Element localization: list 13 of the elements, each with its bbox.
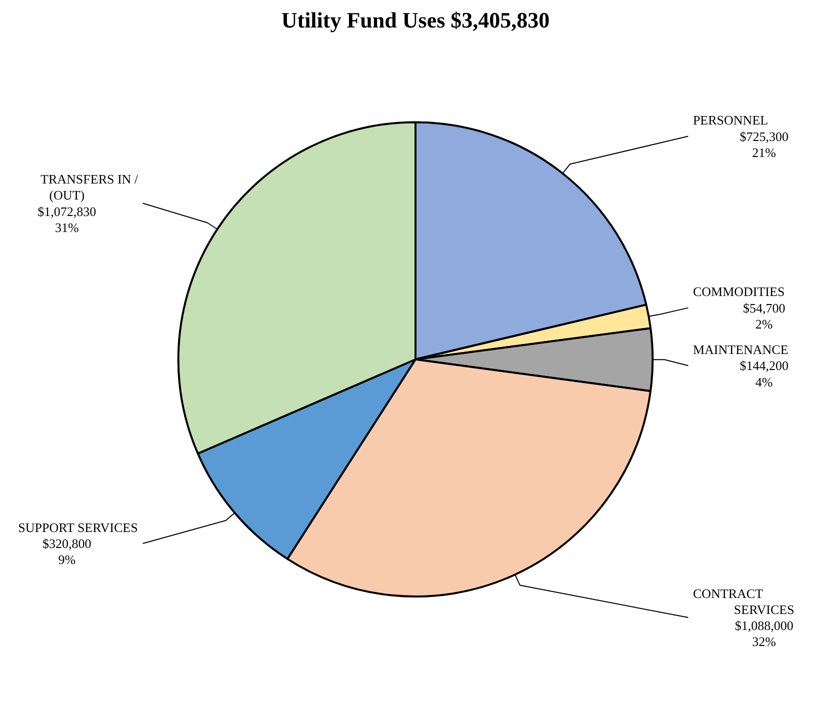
slice-label: TRANSFERS IN / (OUT) [40,172,138,203]
slice-label: CONTRACT SERVICES [692,586,794,617]
slice-label: SUPPORT SERVICES [18,520,138,535]
slice-label: MAINTENANCE [692,342,788,358]
data-label: $1,072,830 31% [38,204,96,235]
data-label: $1,088,000 32% [734,618,794,650]
data-label: $144,200 4% [740,358,788,390]
slice-label: COMMODITIES [692,284,785,300]
chart-title: Utility Fund Uses $3,405,830 [281,8,550,32]
data-label: $54,700 2% [742,300,786,332]
data-label: $320,800 9% [42,536,92,568]
data-label: $725,300 21% [740,128,788,160]
slice-label: PERSONNEL [692,112,768,128]
